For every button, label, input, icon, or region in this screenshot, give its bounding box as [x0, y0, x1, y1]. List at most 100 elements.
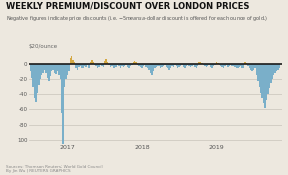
Bar [154, 64, 156, 68]
Bar [224, 64, 226, 66]
Bar [273, 64, 274, 75]
Bar [145, 64, 147, 67]
Bar [249, 64, 250, 68]
Bar [114, 64, 115, 68]
Bar [274, 64, 276, 73]
Bar [39, 64, 41, 79]
Bar [158, 64, 160, 66]
Bar [38, 64, 39, 85]
Bar [181, 64, 183, 65]
Bar [259, 64, 260, 87]
Bar [147, 64, 148, 68]
Bar [170, 64, 171, 68]
Bar [111, 64, 113, 66]
Bar [140, 64, 141, 67]
Bar [127, 64, 128, 67]
Bar [217, 63, 219, 64]
Bar [105, 59, 107, 64]
Bar [260, 64, 262, 93]
Bar [55, 64, 57, 75]
Bar [115, 64, 117, 67]
Bar [196, 64, 197, 68]
Bar [107, 62, 108, 64]
Bar [221, 64, 223, 67]
Bar [124, 64, 126, 66]
Bar [201, 63, 203, 64]
Bar [131, 64, 132, 65]
Bar [211, 64, 213, 68]
Bar [227, 64, 229, 67]
Bar [51, 64, 52, 71]
Bar [58, 64, 60, 75]
Bar [191, 64, 193, 66]
Bar [247, 64, 249, 66]
Bar [188, 64, 190, 66]
Bar [223, 64, 224, 68]
Bar [92, 62, 94, 64]
Bar [256, 64, 257, 75]
Bar [91, 60, 92, 64]
Bar [148, 64, 150, 70]
Bar [254, 64, 256, 68]
Bar [251, 64, 253, 71]
Bar [157, 64, 158, 66]
Bar [209, 64, 210, 65]
Bar [48, 64, 50, 80]
Bar [166, 64, 167, 67]
Bar [123, 64, 124, 67]
Bar [134, 61, 135, 64]
Bar [81, 64, 82, 68]
Bar [232, 64, 233, 66]
Bar [35, 64, 37, 102]
Bar [214, 64, 216, 65]
Bar [220, 64, 221, 66]
Bar [244, 62, 246, 64]
Bar [130, 64, 131, 66]
Bar [229, 64, 230, 66]
Bar [70, 58, 71, 64]
Bar [34, 64, 35, 98]
Bar [62, 64, 64, 144]
Bar [64, 64, 65, 87]
Bar [190, 64, 191, 67]
Bar [203, 64, 204, 65]
Bar [194, 64, 196, 67]
Bar [216, 62, 217, 64]
Bar [42, 64, 44, 73]
Bar [71, 56, 73, 64]
Bar [37, 64, 38, 93]
Bar [151, 64, 153, 75]
Bar [236, 64, 237, 68]
Bar [262, 64, 263, 98]
Bar [78, 64, 79, 67]
Bar [210, 64, 211, 67]
Bar [32, 64, 34, 87]
Bar [238, 64, 240, 67]
Bar [167, 64, 168, 68]
Bar [279, 64, 280, 68]
Bar [120, 64, 121, 68]
Bar [100, 64, 101, 65]
Bar [141, 64, 143, 68]
Bar [73, 60, 74, 64]
Bar [226, 64, 227, 65]
Bar [132, 62, 134, 64]
Bar [108, 64, 110, 65]
Bar [267, 64, 269, 94]
Bar [150, 64, 151, 73]
Bar [95, 64, 97, 66]
Bar [94, 64, 95, 65]
Bar [184, 64, 185, 68]
Bar [50, 64, 51, 76]
Bar [277, 64, 279, 70]
Bar [41, 64, 42, 75]
Bar [176, 64, 177, 66]
Bar [117, 64, 118, 65]
Bar [118, 64, 120, 66]
Bar [183, 64, 184, 67]
Bar [177, 64, 179, 68]
Bar [270, 64, 272, 83]
Bar [138, 64, 140, 66]
Bar [197, 64, 198, 66]
Bar [103, 64, 104, 67]
